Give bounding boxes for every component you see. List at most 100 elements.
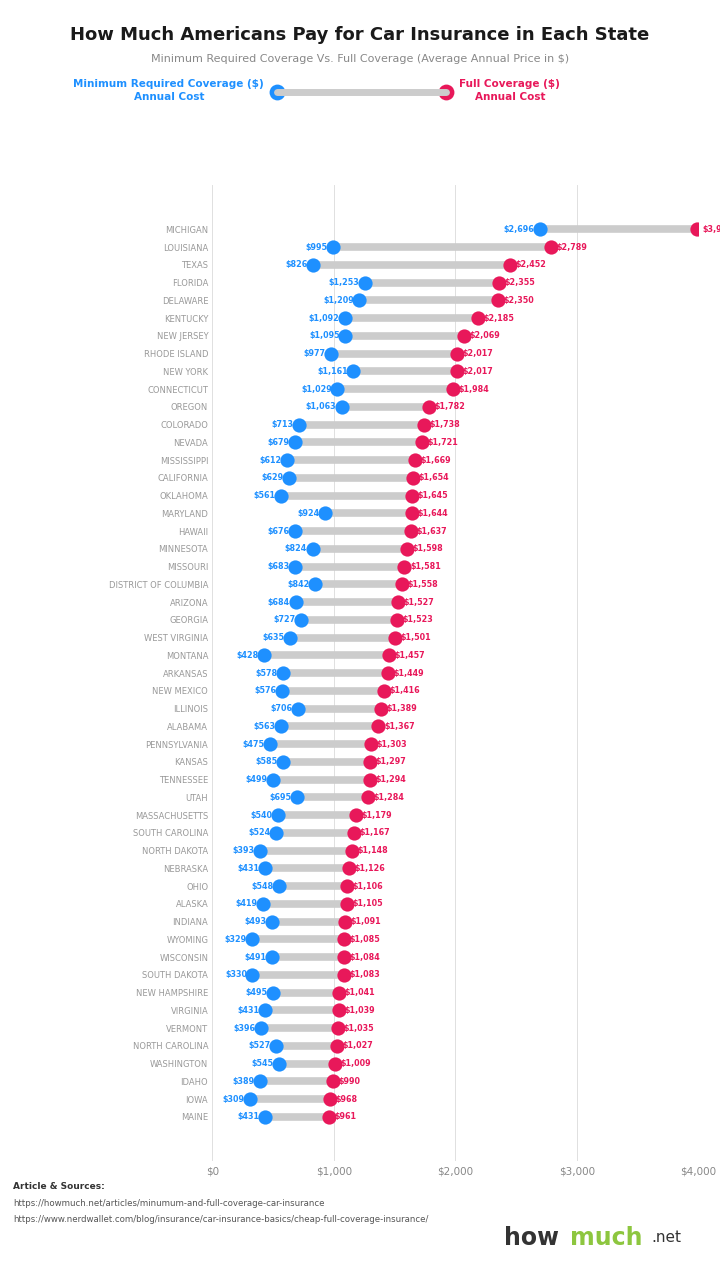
Text: $2,069: $2,069 — [469, 332, 500, 341]
Point — [379, 680, 390, 701]
Text: $540: $540 — [251, 810, 273, 819]
Point — [323, 1106, 335, 1127]
Point — [343, 859, 355, 879]
Text: $524: $524 — [248, 828, 271, 837]
Point — [324, 1088, 336, 1109]
Point — [273, 1054, 284, 1074]
Point — [451, 361, 463, 382]
Point — [266, 947, 278, 967]
Point — [458, 325, 469, 346]
Point — [275, 485, 287, 505]
Text: $548: $548 — [251, 882, 274, 891]
Text: $727: $727 — [273, 615, 295, 624]
Point — [408, 468, 419, 489]
Point — [244, 1088, 256, 1109]
Text: $995: $995 — [306, 242, 328, 251]
Point — [339, 308, 351, 328]
Text: $563: $563 — [253, 722, 275, 731]
Point — [273, 875, 284, 896]
Point — [410, 450, 421, 471]
Point — [283, 468, 294, 489]
Text: $824: $824 — [285, 545, 307, 554]
Point — [441, 82, 452, 102]
Point — [309, 574, 320, 595]
Text: $1,039: $1,039 — [344, 1005, 374, 1014]
Point — [505, 255, 516, 276]
Text: $1,367: $1,367 — [384, 722, 415, 731]
Text: $695: $695 — [269, 792, 292, 801]
Point — [691, 219, 703, 240]
Text: $961: $961 — [335, 1113, 356, 1122]
Point — [338, 947, 350, 967]
Point — [319, 503, 330, 523]
Point — [289, 433, 301, 453]
Point — [383, 664, 395, 684]
Point — [271, 1036, 282, 1057]
Text: $1,085: $1,085 — [350, 935, 380, 944]
Text: https://www.nerdwallet.com/blog/insurance/car-insurance-basics/cheap-full-covera: https://www.nerdwallet.com/blog/insuranc… — [13, 1215, 428, 1224]
Text: $1,106: $1,106 — [352, 882, 383, 891]
Text: $495: $495 — [245, 988, 267, 997]
Text: much: much — [570, 1226, 643, 1249]
Text: $499: $499 — [246, 775, 268, 783]
Point — [338, 929, 350, 949]
Text: $1,669: $1,669 — [420, 456, 451, 464]
Point — [492, 273, 504, 293]
Point — [365, 734, 377, 754]
Text: $1,009: $1,009 — [341, 1059, 371, 1068]
Text: $1,041: $1,041 — [344, 988, 375, 997]
Point — [418, 415, 429, 435]
Point — [272, 805, 284, 826]
Point — [399, 556, 410, 577]
Text: $2,017: $2,017 — [463, 350, 494, 359]
Text: How Much Americans Pay for Car Insurance in Each State: How Much Americans Pay for Car Insurance… — [71, 26, 649, 43]
Text: $1,083: $1,083 — [349, 970, 380, 979]
Text: Minimum Required Coverage Vs. Full Coverage (Average Annual Price in $): Minimum Required Coverage Vs. Full Cover… — [151, 54, 569, 64]
Text: $1,179: $1,179 — [361, 810, 392, 819]
Text: $578: $578 — [255, 669, 277, 678]
Point — [338, 965, 350, 985]
Point — [259, 1106, 271, 1127]
Text: $629: $629 — [261, 473, 284, 482]
Text: $545: $545 — [251, 1059, 273, 1068]
Point — [333, 983, 345, 1003]
Point — [267, 983, 279, 1003]
Text: $977: $977 — [304, 350, 325, 359]
Text: $1,984: $1,984 — [459, 384, 490, 393]
Point — [247, 929, 258, 949]
Point — [423, 397, 435, 417]
Text: $1,035: $1,035 — [343, 1023, 374, 1032]
Point — [307, 538, 318, 559]
Text: $1,084: $1,084 — [350, 953, 380, 962]
Point — [336, 397, 347, 417]
Text: how: how — [504, 1226, 559, 1249]
Text: $842: $842 — [287, 579, 309, 588]
Text: $1,167: $1,167 — [360, 828, 390, 837]
Point — [289, 592, 301, 612]
Text: $924: $924 — [297, 509, 319, 518]
Text: $1,782: $1,782 — [434, 402, 465, 411]
Point — [405, 521, 417, 541]
Point — [406, 503, 418, 523]
Point — [247, 965, 258, 985]
Point — [327, 1071, 338, 1091]
Point — [363, 787, 374, 808]
Text: $683: $683 — [268, 563, 290, 572]
Point — [348, 361, 359, 382]
Point — [291, 787, 302, 808]
Point — [340, 325, 351, 346]
Point — [384, 646, 395, 666]
Point — [350, 805, 361, 826]
Point — [364, 769, 375, 790]
Text: $1,598: $1,598 — [412, 545, 443, 554]
Text: $684: $684 — [268, 597, 290, 606]
Point — [307, 255, 318, 276]
Text: $1,527: $1,527 — [403, 597, 434, 606]
Text: $419: $419 — [236, 900, 258, 909]
Point — [492, 290, 504, 310]
Text: $585: $585 — [256, 758, 278, 767]
Text: $1,637: $1,637 — [417, 527, 447, 536]
Text: $1,092: $1,092 — [309, 314, 340, 323]
Point — [271, 82, 283, 102]
Text: $309: $309 — [222, 1095, 245, 1104]
